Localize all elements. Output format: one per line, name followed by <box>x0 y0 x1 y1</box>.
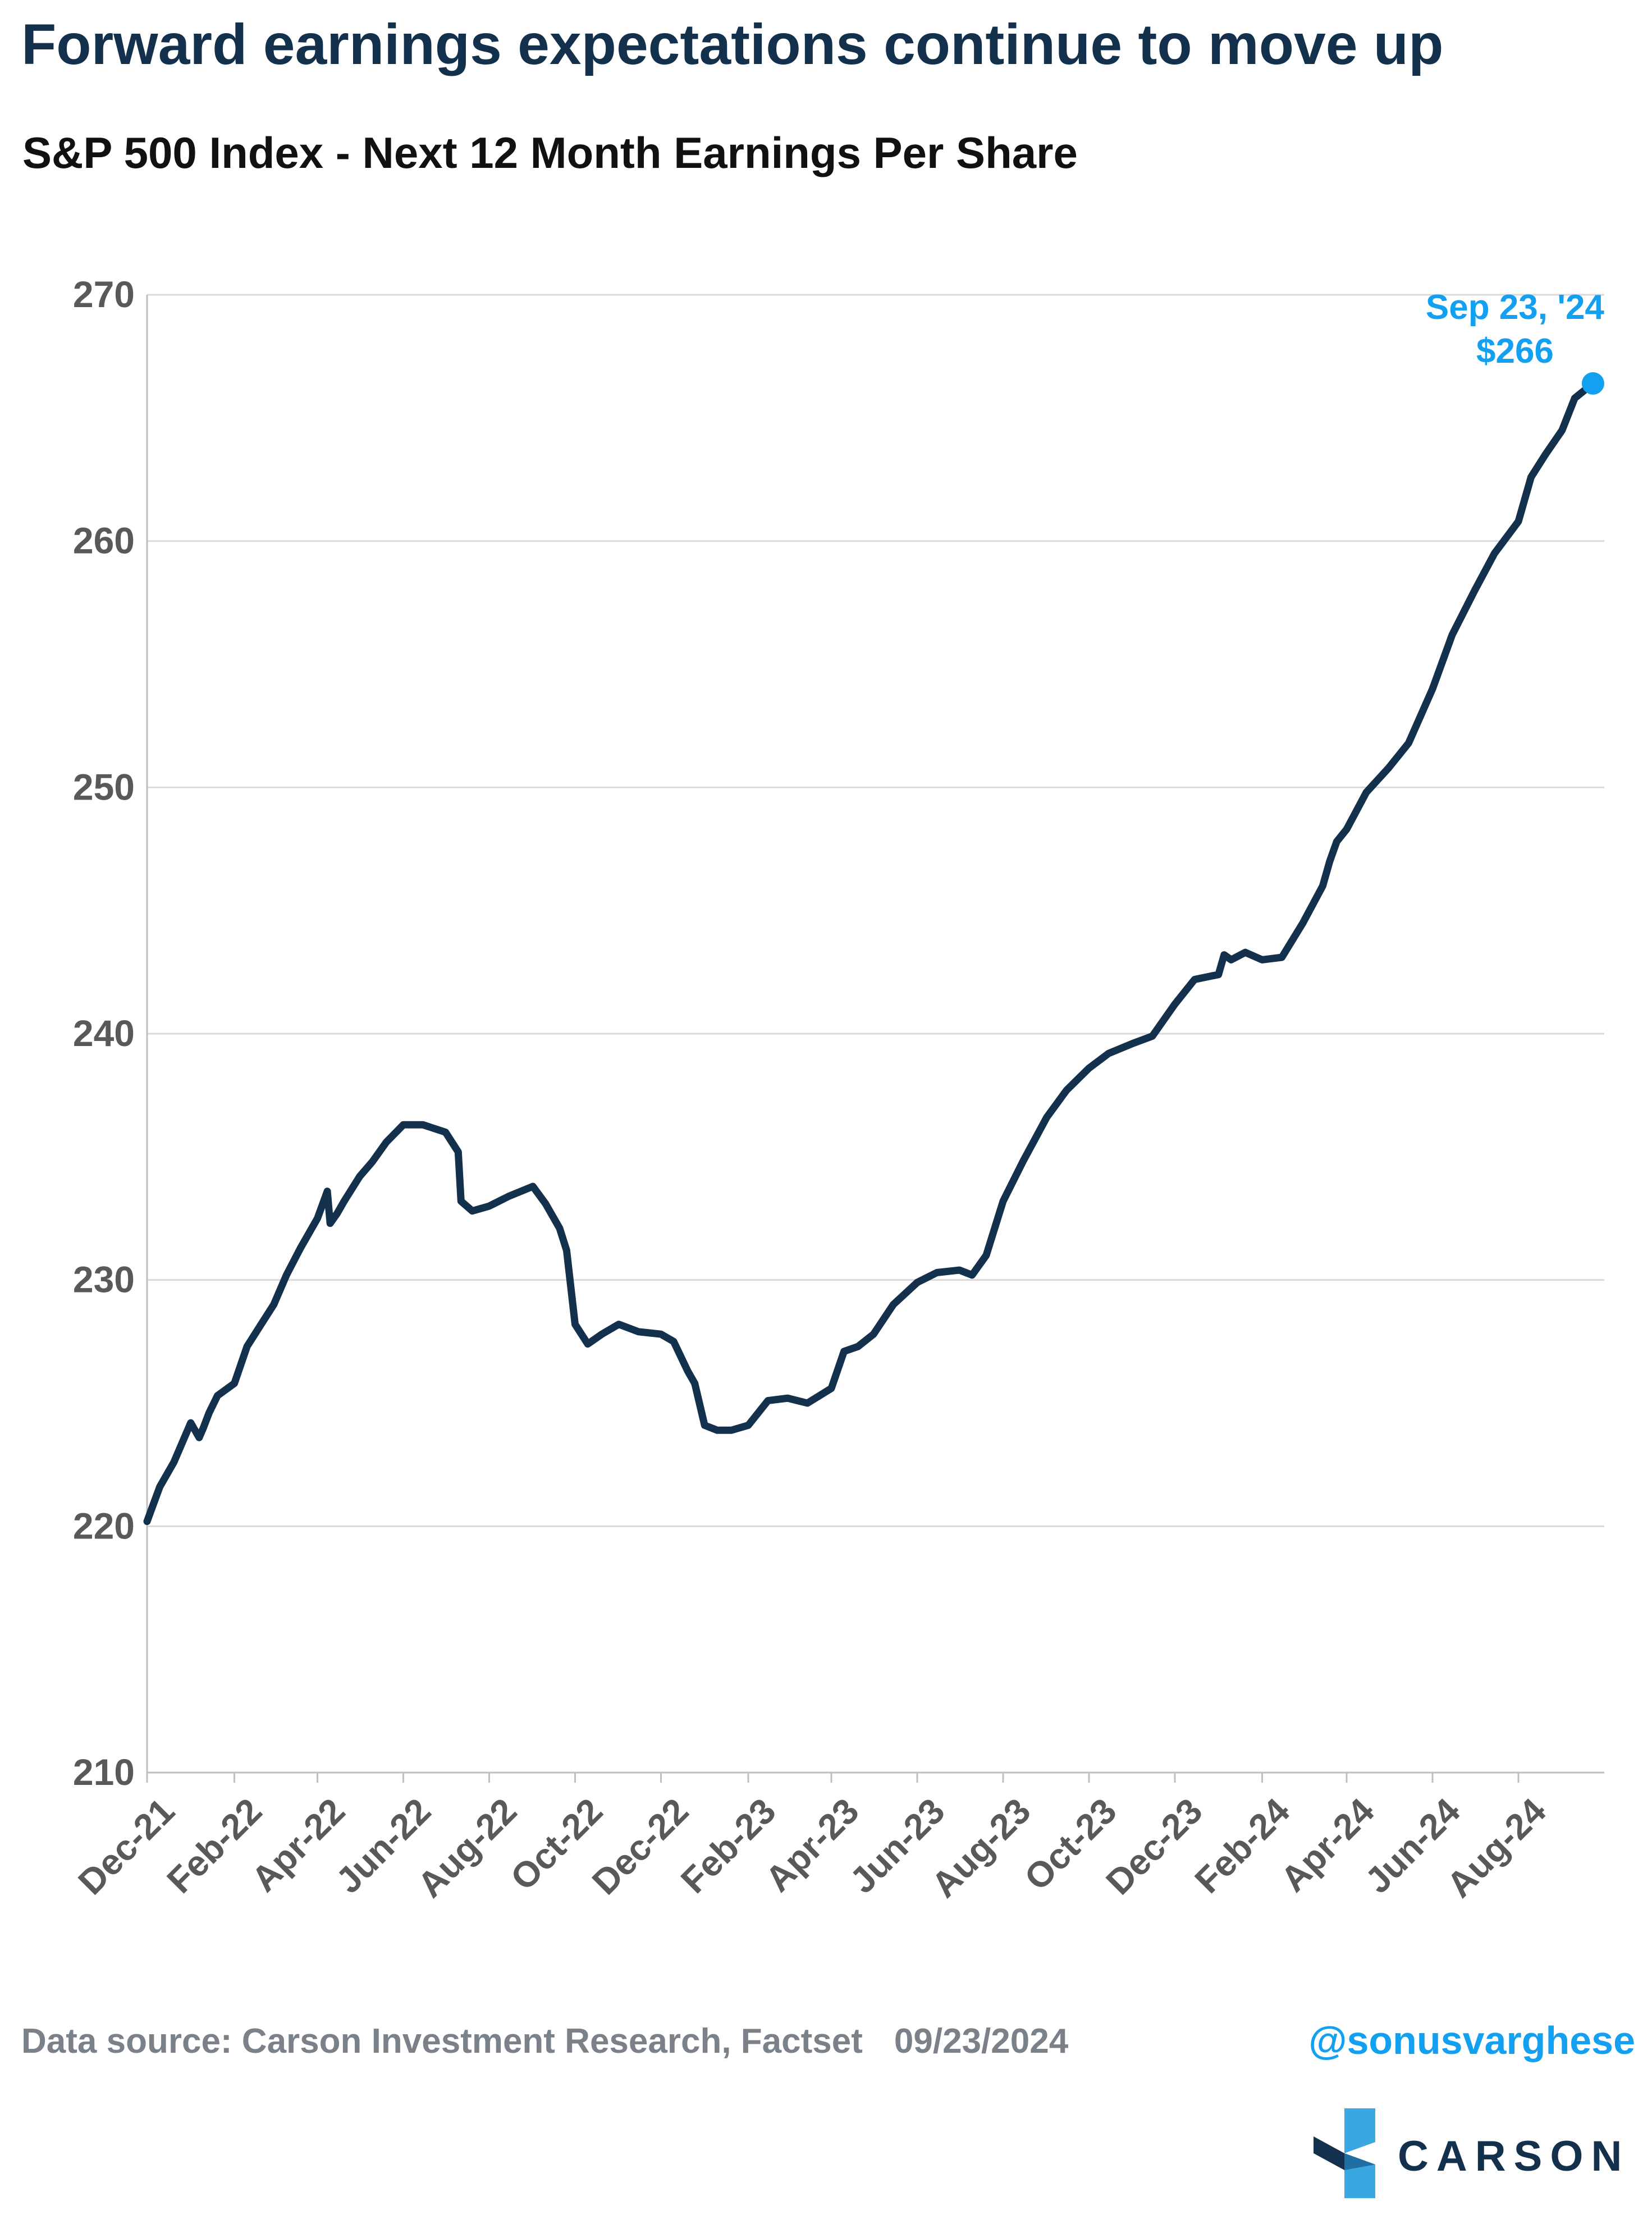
carson-logo-icon <box>1314 2108 1375 2198</box>
series-layer <box>143 380 1597 1526</box>
annotation-layer: Sep 23, '24 $266 <box>1426 288 1605 395</box>
y-tick-label: 250 <box>73 766 135 807</box>
x-tick-label: Dec-23 <box>1098 1791 1210 1902</box>
data-source-note: Data source: Carson Investment Research,… <box>21 2021 1068 2061</box>
annotation-date-label: Sep 23, '24 <box>1426 288 1605 327</box>
y-axis-ticks: 210 220 230 240 250 260 270 <box>73 273 135 1793</box>
x-tick-label: Feb-23 <box>673 1791 784 1901</box>
y-tick-label: 270 <box>73 273 135 315</box>
annotation-value-label: $266 <box>1476 332 1554 371</box>
y-tick-label: 260 <box>73 520 135 561</box>
x-tick-label: Feb-24 <box>1187 1791 1297 1901</box>
carson-logo-text: CARSON <box>1398 2132 1630 2180</box>
y-tick-label: 210 <box>73 1751 135 1793</box>
data-source-text: Data source: Carson Investment Research,… <box>21 2022 863 2061</box>
x-tick-label: Dec-22 <box>584 1791 696 1902</box>
twitter-handle-link[interactable]: @sonusvarghese <box>1308 2019 1635 2062</box>
x-tick-label: Apr-24 <box>1273 1791 1382 1900</box>
series-line <box>143 380 1597 1526</box>
line-chart: 210 220 230 240 250 260 270 Dec-21Feb-22Apr-22… <box>70 273 1605 1905</box>
carson-logo: CARSON <box>1314 2108 1639 2198</box>
gridlines <box>147 294 1604 1527</box>
x-tick-label: Apr-22 <box>244 1791 353 1899</box>
y-tick-label: 230 <box>73 1259 135 1300</box>
y-tick-label: 220 <box>73 1505 135 1546</box>
x-tick-label: Dec-21 <box>70 1791 182 1902</box>
y-tick-label: 240 <box>73 1012 135 1054</box>
x-tick-label: Apr-23 <box>757 1791 866 1899</box>
x-axis-ticks: Dec-21Feb-22Apr-22Jun-22Aug-22Oct-22Dec-… <box>70 1773 1554 1905</box>
chart-title: Forward earnings expectations continue t… <box>21 12 1444 76</box>
chart-subtitle: S&P 500 Index - Next 12 Month Earnings P… <box>22 128 1078 177</box>
annotation-marker <box>1581 372 1604 395</box>
axes <box>146 295 1604 1774</box>
data-date: 09/23/2024 <box>894 2022 1069 2061</box>
x-tick-label: Feb-22 <box>159 1791 269 1901</box>
